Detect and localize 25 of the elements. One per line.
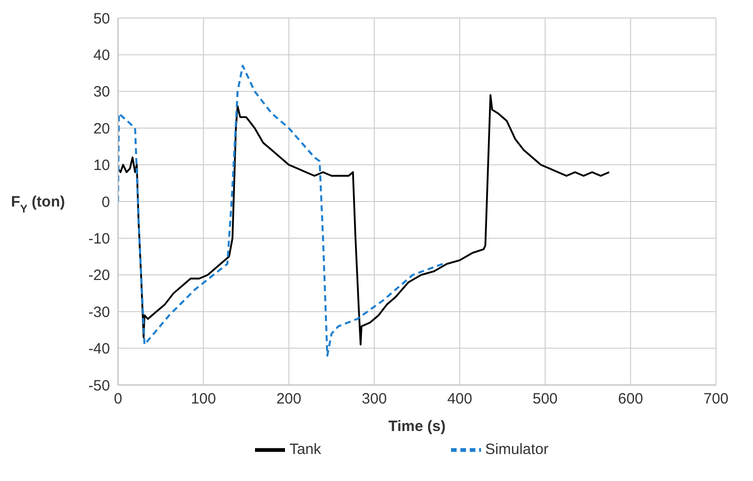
legend-label: Tank	[289, 440, 322, 458]
y-tick-label: -10	[88, 230, 110, 248]
x-axis-title: Time (s)	[388, 418, 446, 435]
line-series	[118, 94, 610, 346]
y-axis-title: F$_{Y}$ (ton)	[11, 194, 65, 216]
x-tick-label: 700	[703, 390, 729, 408]
y-tick-label: -40	[88, 340, 110, 358]
y-tick-label: 0	[102, 194, 110, 211]
x-tick-label: 500	[532, 390, 558, 408]
x-tick-label: 300	[362, 390, 387, 408]
x-tick-label: 600	[618, 390, 644, 408]
y-tick-label: 40	[93, 47, 110, 64]
line-series	[118, 64, 444, 357]
y-tick-label: 20	[93, 120, 110, 138]
x-tick-label: 200	[276, 390, 302, 408]
x-tick-label: 0	[114, 390, 122, 408]
legend-label: Simulator	[485, 440, 549, 458]
y-tick-label: -50	[88, 377, 110, 394]
y-tick-label: 30	[93, 84, 110, 101]
y-tick-label: -20	[88, 267, 110, 284]
y-tick-label: 10	[93, 157, 110, 174]
y-tick-label: 50	[93, 10, 110, 28]
y-tick-label: -30	[88, 304, 110, 321]
x-tick-label: 400	[447, 390, 472, 408]
x-tick-label: 100	[190, 390, 216, 408]
